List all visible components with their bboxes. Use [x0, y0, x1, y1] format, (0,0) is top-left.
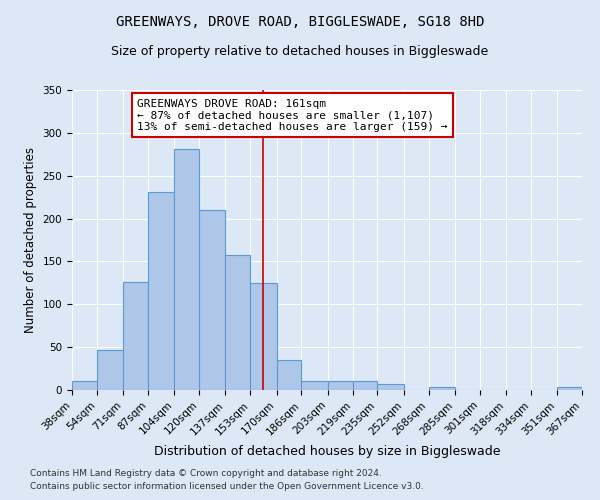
Bar: [428, 388, 455, 390]
Bar: [277, 360, 301, 390]
Text: Size of property relative to detached houses in Biggleswade: Size of property relative to detached ho…: [112, 45, 488, 58]
Bar: [148, 192, 175, 390]
Bar: [175, 149, 199, 390]
Text: GREENWAYS, DROVE ROAD, BIGGLESWADE, SG18 8HD: GREENWAYS, DROVE ROAD, BIGGLESWADE, SG18…: [116, 15, 484, 29]
Bar: [557, 388, 582, 390]
Bar: [353, 382, 377, 390]
Bar: [226, 256, 250, 390]
Bar: [328, 380, 353, 390]
Bar: [377, 384, 404, 390]
X-axis label: Distribution of detached houses by size in Biggleswade: Distribution of detached houses by size …: [154, 445, 500, 458]
Bar: [199, 210, 226, 390]
Bar: [97, 350, 123, 390]
Text: GREENWAYS DROVE ROAD: 161sqm
← 87% of detached houses are smaller (1,107)
13% of: GREENWAYS DROVE ROAD: 161sqm ← 87% of de…: [137, 98, 448, 132]
Bar: [72, 382, 97, 390]
Text: Contains HM Land Registry data © Crown copyright and database right 2024.: Contains HM Land Registry data © Crown c…: [30, 468, 382, 477]
Bar: [301, 380, 328, 390]
Y-axis label: Number of detached properties: Number of detached properties: [24, 147, 37, 333]
Bar: [250, 283, 277, 390]
Bar: [123, 282, 148, 390]
Text: Contains public sector information licensed under the Open Government Licence v3: Contains public sector information licen…: [30, 482, 424, 491]
